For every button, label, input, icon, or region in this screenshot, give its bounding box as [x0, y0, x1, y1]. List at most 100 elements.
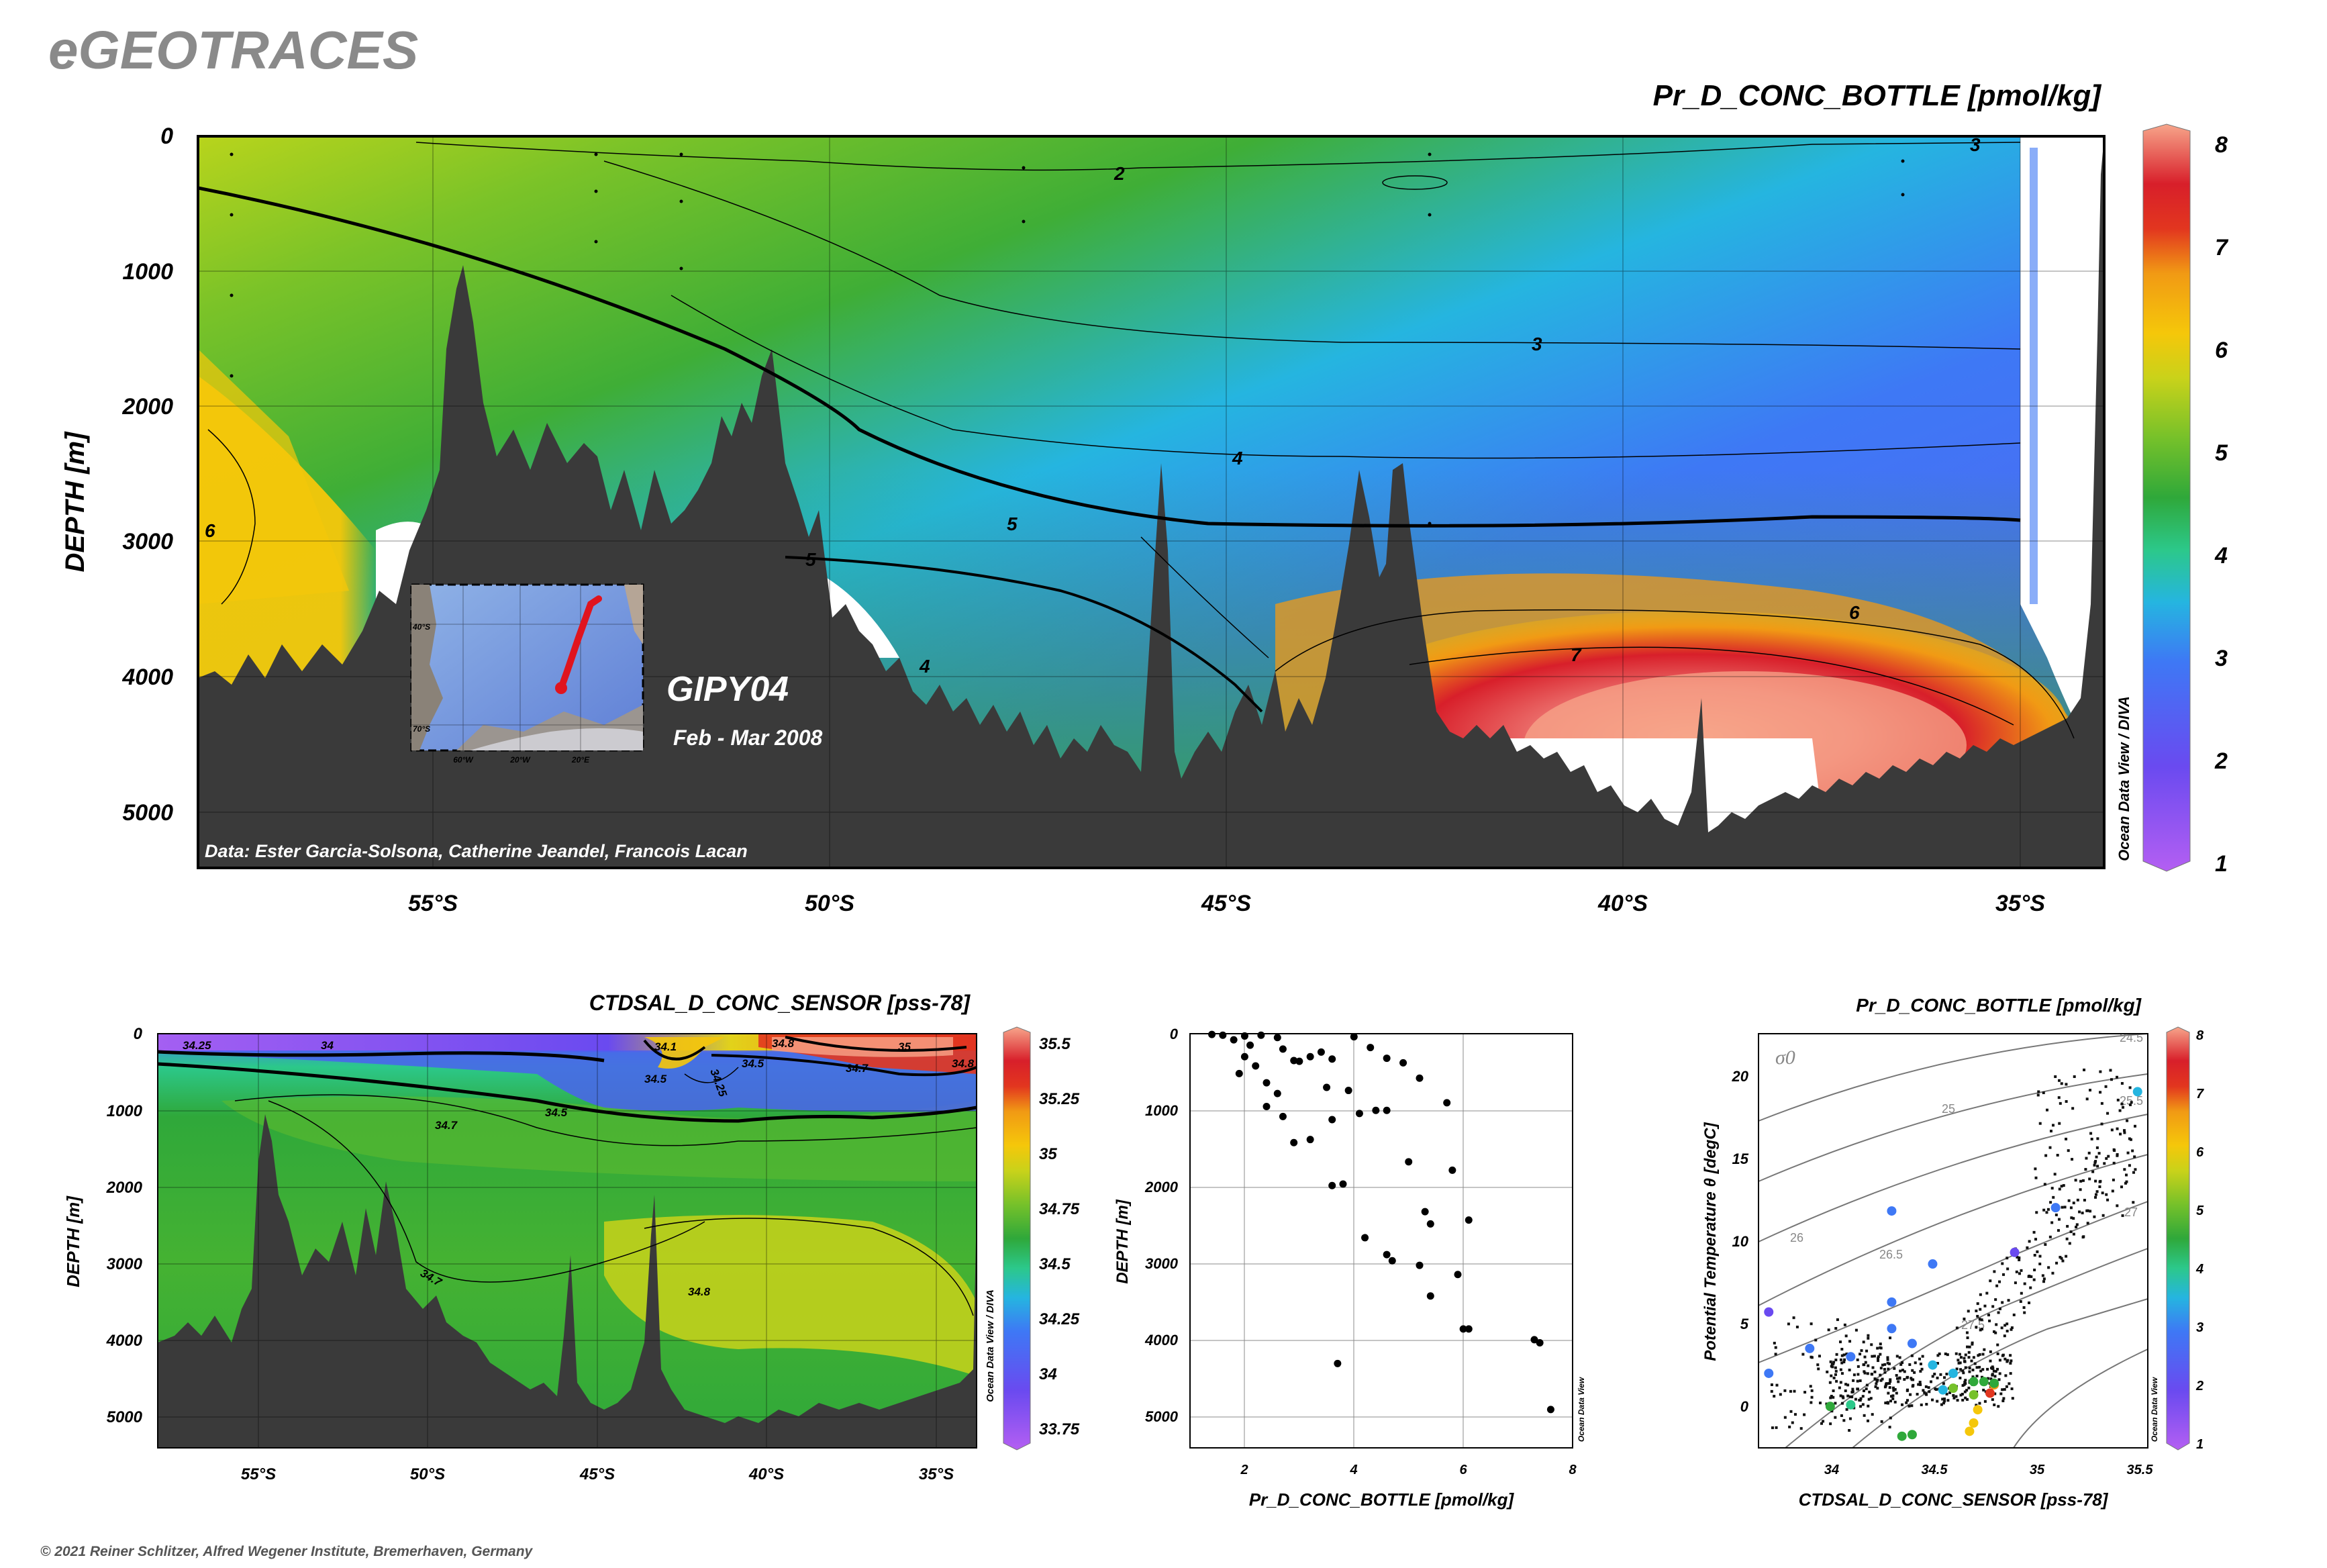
ts-background-point — [2041, 1274, 2044, 1277]
ts-background-point — [2091, 1170, 2095, 1173]
colorbar-tick: 7 — [2215, 235, 2229, 260]
ts-background-point — [1852, 1379, 1855, 1382]
ts-background-point — [1887, 1367, 1890, 1371]
ts-point — [1938, 1385, 1948, 1395]
colorbar-tick: 5 — [2215, 440, 2228, 466]
ts-background-point — [1889, 1380, 1892, 1383]
ts-background-point — [2089, 1132, 2093, 1135]
ts-background-point — [1916, 1393, 1919, 1396]
ts-background-point — [1993, 1392, 1997, 1395]
ts-background-point — [1903, 1370, 1906, 1373]
ts-background-point — [2131, 1149, 2134, 1153]
colorbar-tick: 7 — [2196, 1087, 2204, 1101]
ts-background-point — [1993, 1330, 1996, 1333]
ts-background-point — [1818, 1402, 1822, 1405]
contour-label: 34.5 — [545, 1106, 568, 1119]
ts-background-point — [1895, 1374, 1898, 1377]
ts-background-point — [2045, 1211, 2048, 1214]
ts-background-point — [1879, 1346, 1883, 1350]
ts-background-point — [2048, 1235, 2052, 1238]
ts-background-point — [1843, 1323, 1846, 1326]
ts-background-point — [1783, 1389, 1787, 1392]
ts-background-point — [1914, 1361, 1917, 1365]
ts-background-point — [2042, 1280, 2045, 1283]
ts-background-point — [2089, 1089, 2092, 1092]
ts-background-point — [2060, 1185, 2063, 1188]
ts-background-point — [1997, 1311, 2000, 1314]
colorbar-tick: 6 — [2215, 338, 2228, 363]
ts-background-point — [1936, 1400, 1939, 1403]
ts-background-point — [2032, 1278, 2036, 1281]
ts-background-point — [2047, 1266, 2050, 1269]
profile-point — [1306, 1136, 1314, 1144]
ts-background-point — [1897, 1380, 1900, 1383]
ts-background-point — [1828, 1381, 1832, 1384]
ts-background-point — [1863, 1414, 1866, 1417]
ts-background-point — [2093, 1161, 2097, 1164]
ts-background-point — [1975, 1326, 1978, 1329]
ts-background-point — [1942, 1402, 1945, 1405]
ts-background-point — [2038, 1255, 2042, 1258]
ts-background-point — [1917, 1383, 1920, 1386]
ts-background-point — [1883, 1363, 1887, 1366]
ts-background-point — [2056, 1153, 2059, 1157]
ts-background-point — [1810, 1355, 1813, 1359]
ts-background-point — [1889, 1416, 1892, 1420]
ts-background-point — [1889, 1336, 1892, 1340]
ts-background-point — [1867, 1364, 1870, 1367]
ts-background-point — [2053, 1173, 2057, 1176]
ts-background-point — [2009, 1354, 2012, 1357]
profile-point — [1246, 1041, 1254, 1049]
map-lat-label: 70°S — [413, 724, 430, 734]
ts-background-point — [2111, 1189, 2114, 1193]
ts-background-point — [2095, 1193, 2098, 1196]
ts-title: Pr_D_CONC_BOTTLE [pmol/kg] — [1856, 995, 2142, 1016]
ts-background-point — [1876, 1387, 1879, 1390]
ts-background-point — [2124, 1181, 2128, 1185]
ts-diagram-plot: Pr_D_CONC_BOTTLE [pmol/kg] 24.5 25 25.5 … — [1701, 995, 2204, 1510]
ts-background-point — [1971, 1368, 1975, 1371]
contour-label: 34.1 — [654, 1040, 677, 1053]
ts-background-point — [2006, 1360, 2009, 1363]
ts-background-point — [2087, 1151, 2091, 1155]
ts-background-point — [1968, 1345, 1971, 1349]
ts-background-point — [1971, 1342, 1974, 1346]
ts-point — [1969, 1377, 1979, 1387]
y-tick-label: 5000 — [1145, 1408, 1179, 1425]
ts-background-point — [2112, 1161, 2116, 1165]
ts-background-point — [2003, 1324, 2007, 1327]
profile-x-label: Pr_D_CONC_BOTTLE [pmol/kg] — [1249, 1489, 1515, 1510]
ts-background-point — [2070, 1216, 2073, 1220]
ts-background-point — [1854, 1328, 1858, 1332]
ts-background-point — [2081, 1212, 2084, 1215]
x-tick-label: 55°S — [408, 891, 458, 916]
ts-background-point — [1803, 1413, 1806, 1416]
profile-point — [1399, 1059, 1407, 1067]
top-watermark: Ocean Data View / DIVA — [2116, 696, 2132, 861]
ts-background-point — [1938, 1352, 1941, 1355]
ts-background-point — [2038, 1263, 2042, 1266]
ts-background-point — [2093, 1163, 2096, 1167]
ts-background-point — [2010, 1359, 2013, 1363]
y-tick-label: 0 — [1170, 1026, 1179, 1042]
contour-label: 34.5 — [644, 1073, 667, 1085]
top-plot-frame — [197, 135, 2106, 869]
ts-background-point — [2010, 1326, 2014, 1330]
ts-background-point — [2035, 1211, 2038, 1214]
ts-background-point — [2006, 1330, 2009, 1333]
ts-background-point — [1965, 1331, 1969, 1334]
ts-background-point — [2001, 1262, 2004, 1265]
ts-background-point — [2049, 1130, 2052, 1133]
ts-background-point — [1943, 1398, 1946, 1401]
ts-background-point — [1994, 1298, 1997, 1302]
ts-background-point — [1920, 1403, 1923, 1406]
ts-background-point — [1871, 1355, 1874, 1358]
ts-background-point — [1989, 1359, 1992, 1363]
ts-background-point — [1856, 1365, 1860, 1368]
ts-background-point — [1844, 1334, 1848, 1338]
ts-background-point — [2083, 1068, 2086, 1071]
profile-point — [1323, 1083, 1331, 1091]
ts-background-point — [1835, 1353, 1838, 1356]
profile-point — [1465, 1216, 1473, 1224]
ts-background-point — [1998, 1372, 2001, 1375]
